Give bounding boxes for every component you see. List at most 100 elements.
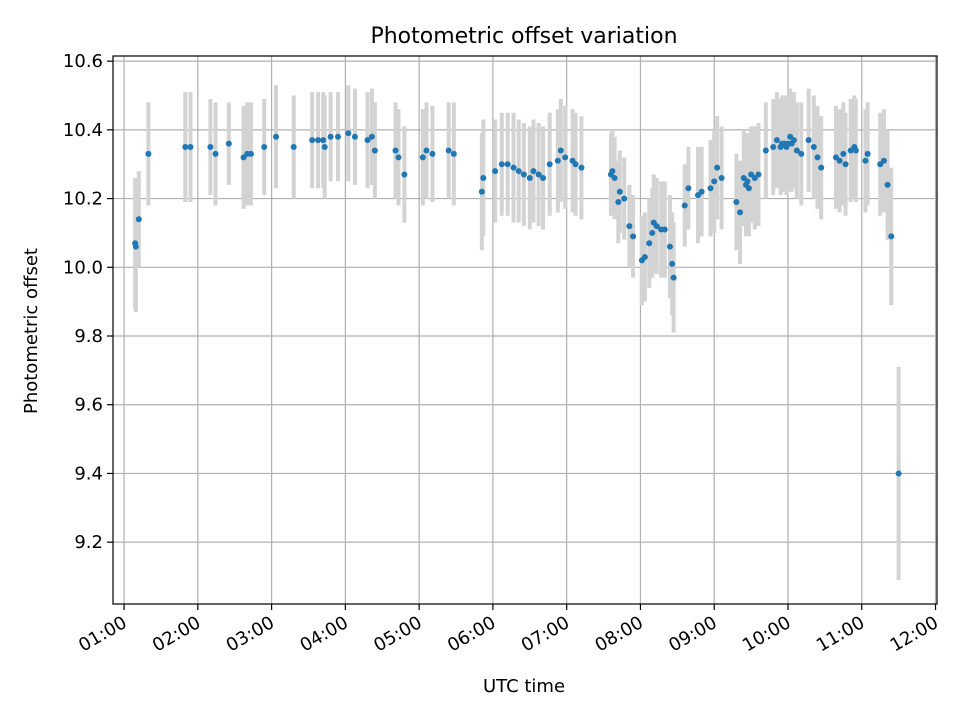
data-point (840, 150, 847, 157)
data-point (480, 174, 487, 181)
data-point (247, 150, 254, 157)
data-point (510, 164, 517, 171)
data-point (864, 150, 871, 157)
data-point (641, 253, 648, 260)
data-point (225, 140, 232, 147)
data-point (535, 171, 542, 178)
data-point (478, 188, 485, 195)
data-point (515, 168, 522, 175)
data-point (557, 147, 564, 154)
data-point (135, 216, 142, 223)
data-point (504, 161, 511, 168)
data-point (395, 154, 402, 161)
data-point (616, 188, 623, 195)
data-point (666, 243, 673, 250)
y-tick-label: 9.8 (74, 326, 103, 347)
data-point (653, 223, 660, 230)
data-point (207, 144, 214, 151)
data-point (334, 133, 341, 140)
plot-frame (112, 55, 938, 605)
data-point (526, 174, 533, 181)
data-point (261, 144, 268, 151)
y-tick-label: 9.6 (74, 395, 103, 416)
data-point (649, 229, 656, 236)
data-point (492, 168, 499, 175)
data-point (290, 144, 297, 151)
data-point (546, 161, 553, 168)
data-point (669, 260, 676, 267)
data-point (805, 137, 812, 144)
data-point (661, 226, 668, 233)
data-point (609, 168, 616, 175)
data-point (718, 174, 725, 181)
data-point (773, 137, 780, 144)
data-point (450, 150, 457, 157)
data-point (744, 178, 751, 185)
data-point (578, 164, 585, 171)
data-point (273, 133, 280, 140)
data-point (670, 274, 677, 281)
data-point (321, 144, 328, 151)
data-point (320, 137, 327, 144)
data-point (745, 185, 752, 192)
y-tick-label: 9.4 (74, 463, 103, 484)
y-tick-label: 10.0 (63, 257, 103, 278)
data-point (368, 133, 375, 140)
data-point (445, 147, 452, 154)
data-point (737, 209, 744, 216)
x-axis-label: UTC time (483, 676, 565, 697)
data-point (798, 150, 805, 157)
data-point (880, 157, 887, 164)
data-point (762, 147, 769, 154)
data-point (790, 137, 797, 144)
y-tick-label: 9.2 (74, 532, 103, 553)
data-point (818, 164, 825, 171)
data-point (842, 161, 849, 168)
y-tick-label: 10.2 (63, 189, 103, 210)
data-point (423, 147, 430, 154)
data-point (711, 178, 718, 185)
data-point (707, 185, 714, 192)
data-point (895, 470, 902, 477)
data-points (132, 130, 902, 477)
data-point (698, 188, 705, 195)
data-point (884, 181, 891, 188)
data-point (392, 147, 399, 154)
y-tick-label: 10.4 (63, 120, 103, 141)
data-point (611, 174, 618, 181)
data-point (862, 157, 869, 164)
data-point (836, 157, 843, 164)
data-point (315, 137, 322, 144)
data-point (530, 168, 537, 175)
chart-title: Photometric offset variation (370, 24, 677, 49)
data-point (810, 144, 817, 151)
y-axis-ticks: 9.2 9.4 9.6 9.8 10.0 10.2 10.4 10.6 (63, 51, 113, 553)
data-point (187, 144, 194, 151)
data-point (681, 202, 688, 209)
y-tick-label: 10.6 (63, 51, 103, 72)
data-point (562, 154, 569, 161)
data-point (714, 164, 721, 171)
data-point (852, 147, 859, 154)
data-point (345, 130, 352, 137)
data-point (364, 137, 371, 144)
data-point (371, 147, 378, 154)
data-point (685, 185, 692, 192)
data-point (733, 199, 740, 206)
data-point (626, 223, 633, 230)
data-point (540, 174, 547, 181)
data-point (572, 161, 579, 168)
data-point (888, 233, 895, 240)
data-point (429, 150, 436, 157)
data-point (646, 240, 653, 247)
data-point (401, 171, 408, 178)
data-point (793, 147, 800, 154)
data-point (145, 150, 152, 157)
data-point (755, 171, 762, 178)
data-point (520, 171, 527, 178)
data-point (630, 233, 637, 240)
data-point (351, 133, 358, 140)
data-point (327, 133, 334, 140)
data-point (132, 243, 139, 250)
